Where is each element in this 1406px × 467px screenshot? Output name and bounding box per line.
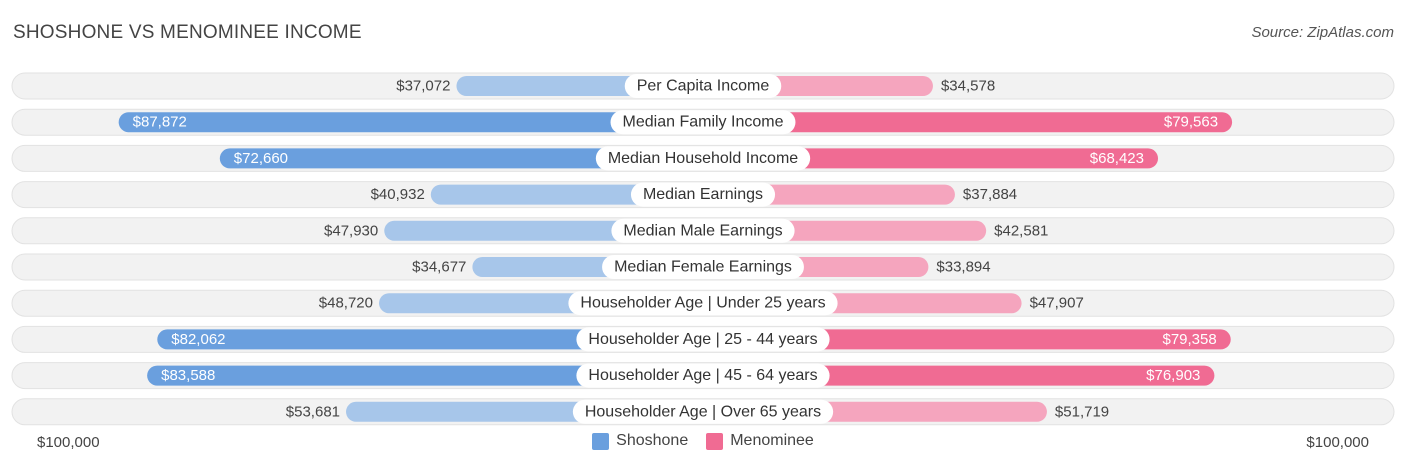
bar-menominee (703, 148, 1159, 169)
value-label-shoshone: $37,072 (396, 78, 450, 95)
value-label-shoshone: $48,720 (319, 295, 373, 312)
category-pill (576, 363, 830, 388)
bar-menominee (703, 112, 1233, 133)
category-pill (624, 74, 782, 98)
value-label-shoshone: $83,588 (161, 367, 215, 384)
legend: Shoshone Menominee (0, 432, 1406, 450)
category-pill (568, 291, 838, 316)
category-label: Per Capita Income (637, 78, 770, 95)
value-label-shoshone: $72,660 (234, 150, 288, 167)
value-label-shoshone: $40,932 (371, 186, 425, 203)
bar-shoshone (147, 365, 704, 386)
value-label-menominee: $51,719 (1055, 403, 1109, 420)
category-pill (576, 327, 830, 352)
legend-swatch-menominee (706, 432, 724, 450)
value-label-menominee: $68,423 (1090, 150, 1144, 167)
category-pill (602, 255, 804, 279)
category-label: Median Earnings (643, 186, 763, 203)
legend-label-menominee: Menominee (730, 432, 814, 449)
value-label-shoshone: $53,681 (286, 403, 340, 420)
value-label-menominee: $79,358 (1162, 331, 1216, 348)
category-label: Median Male Earnings (623, 222, 782, 239)
value-label-menominee: $47,907 (1030, 295, 1084, 312)
value-label-menominee: $34,578 (941, 78, 995, 95)
category-pill (611, 218, 795, 243)
legend-label-shoshone: Shoshone (616, 432, 689, 449)
source-note: Source: ZipAtlas.com (1251, 24, 1394, 41)
chart-title: SHOSHONE VS MENOMINEE INCOME (13, 22, 362, 43)
axis-right-label: $100,000 (1306, 434, 1369, 451)
category-label: Householder Age | 45 - 64 years (588, 367, 817, 384)
category-label: Householder Age | Over 65 years (585, 403, 821, 420)
bar-shoshone (157, 329, 703, 350)
value-label-shoshone: $34,677 (412, 259, 466, 276)
category-label: Median Female Earnings (614, 259, 792, 276)
value-label-menominee: $33,894 (936, 259, 990, 276)
bar-shoshone (219, 148, 703, 169)
category-pill (630, 182, 776, 207)
category-pill (610, 110, 796, 135)
bar-menominee (703, 329, 1231, 350)
value-label-shoshone: $47,930 (324, 222, 378, 239)
category-pill (572, 399, 834, 424)
axis-left-label: $100,000 (37, 434, 100, 451)
legend-item-menominee: Menominee (706, 432, 814, 450)
bar-shoshone (118, 112, 704, 133)
legend-item-shoshone: Shoshone (592, 432, 688, 450)
value-label-shoshone: $82,062 (171, 331, 225, 348)
category-pill (595, 146, 811, 171)
category-label: Median Family Income (623, 114, 784, 131)
bar-menominee (703, 365, 1215, 386)
value-label-shoshone: $87,872 (133, 114, 187, 131)
category-label: Median Household Income (608, 150, 798, 167)
category-label: Householder Age | 25 - 44 years (588, 331, 817, 348)
category-label: Householder Age | Under 25 years (580, 295, 825, 312)
value-label-menominee: $79,563 (1164, 114, 1218, 131)
value-label-menominee: $42,581 (994, 222, 1048, 239)
value-label-menominee: $37,884 (963, 186, 1017, 203)
legend-swatch-shoshone (592, 432, 610, 450)
value-label-menominee: $76,903 (1146, 367, 1200, 384)
